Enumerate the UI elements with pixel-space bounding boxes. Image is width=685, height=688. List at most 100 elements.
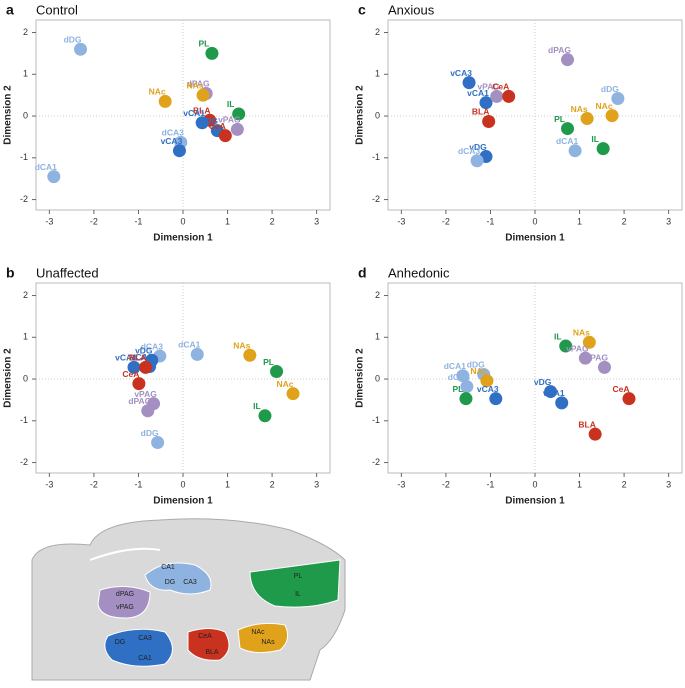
x-tick-label: -3 [397, 479, 405, 489]
point [502, 89, 516, 103]
x-tick-label: 1 [577, 216, 582, 226]
point [555, 396, 569, 410]
point [480, 374, 494, 388]
point [605, 109, 619, 123]
point [544, 385, 558, 399]
point-label: IL [253, 401, 261, 411]
point-label: NAc [277, 379, 294, 389]
x-tick-label: 0 [532, 216, 537, 226]
panel-title: Unaffected [36, 265, 99, 280]
point-label: dCA1 [444, 361, 466, 371]
point [482, 114, 496, 128]
x-tick-label: 0 [180, 479, 185, 489]
x-axis-label: Dimension 1 [153, 496, 213, 507]
panel-letter: d [358, 265, 367, 281]
point [270, 365, 284, 379]
ventral-hippocampus [104, 628, 173, 667]
x-tick-label: -2 [90, 479, 98, 489]
point [578, 351, 592, 365]
panel-title: Control [36, 2, 78, 17]
point-label: dDG [601, 84, 619, 94]
y-axis-label: Dimension 2 [355, 85, 366, 145]
point-label: dCA1 [556, 136, 578, 146]
point-label: dDG [467, 360, 485, 370]
point-label: PL [453, 384, 464, 394]
point-label: IL [554, 331, 562, 341]
point-label: vPAG [477, 82, 500, 92]
point-label: NAc [596, 101, 613, 111]
x-tick-label: 1 [225, 216, 230, 226]
point-label: CeA [492, 82, 509, 92]
point [158, 94, 172, 108]
y-tick-label: 1 [23, 332, 28, 342]
point [561, 122, 575, 136]
point-label: dCA3 [458, 146, 480, 156]
panel-letter: a [6, 2, 14, 18]
point [286, 387, 300, 401]
point-label: PL [199, 39, 210, 49]
point-label: dPAG [548, 45, 571, 55]
point-label: BLA [578, 419, 595, 429]
point-label: dPAG [187, 79, 210, 89]
region-label: DG [115, 639, 126, 646]
x-tick-label: 3 [666, 216, 671, 226]
y-tick-label: 1 [23, 69, 28, 79]
point [470, 154, 484, 168]
point-label: vPAG [566, 343, 589, 353]
x-tick-label: 2 [270, 216, 275, 226]
point-label: IL [591, 134, 599, 144]
point-label: NAc [149, 87, 166, 97]
point [490, 89, 504, 103]
point [596, 142, 610, 156]
point-label: NAc [470, 366, 487, 376]
point-label: IL [227, 99, 235, 109]
point-label: dPAG [585, 353, 608, 363]
y-tick-label: 2 [23, 27, 28, 37]
point [582, 335, 596, 349]
y-tick-label: -1 [372, 415, 380, 425]
x-tick-label: 1 [577, 479, 582, 489]
point-label: vCA3 [477, 384, 499, 394]
point [611, 92, 625, 106]
point-label: NAs [571, 104, 588, 114]
y-tick-label: -1 [372, 152, 380, 162]
region-label: BLA [205, 649, 219, 656]
point [459, 392, 473, 406]
x-tick-label: 2 [270, 479, 275, 489]
region-label: NAc [251, 629, 265, 636]
region-label: DG [165, 579, 176, 586]
x-tick-label: -1 [134, 479, 142, 489]
x-tick-label: 2 [622, 479, 627, 489]
panel-letter: c [358, 2, 366, 18]
x-tick-label: 1 [225, 479, 230, 489]
point-label: NAs [573, 328, 590, 338]
region-label: PL [294, 573, 303, 580]
point [559, 339, 573, 353]
point [232, 107, 246, 121]
y-tick-label: 1 [375, 332, 380, 342]
x-tick-label: -3 [45, 479, 53, 489]
region-label: CA1 [138, 655, 152, 662]
point [230, 122, 244, 136]
point-label: NAs [187, 80, 204, 90]
amygdala [187, 628, 230, 661]
x-tick-label: 3 [314, 216, 319, 226]
point-label: dDG [141, 428, 159, 438]
y-tick-label: 2 [375, 27, 380, 37]
point [597, 360, 611, 374]
point-label: vDG [135, 346, 153, 356]
x-tick-label: 0 [532, 479, 537, 489]
y-axis-label: Dimension 2 [355, 348, 366, 408]
point [462, 76, 476, 90]
point-label: PL [554, 114, 565, 124]
x-axis-label: Dimension 1 [505, 496, 565, 507]
point [190, 347, 204, 361]
plot-frame [387, 19, 683, 211]
x-tick-label: -1 [486, 216, 494, 226]
x-tick-label: 0 [180, 216, 185, 226]
y-tick-label: -2 [372, 194, 380, 204]
x-tick-label: -3 [397, 216, 405, 226]
x-tick-label: -2 [90, 216, 98, 226]
point [218, 129, 232, 143]
